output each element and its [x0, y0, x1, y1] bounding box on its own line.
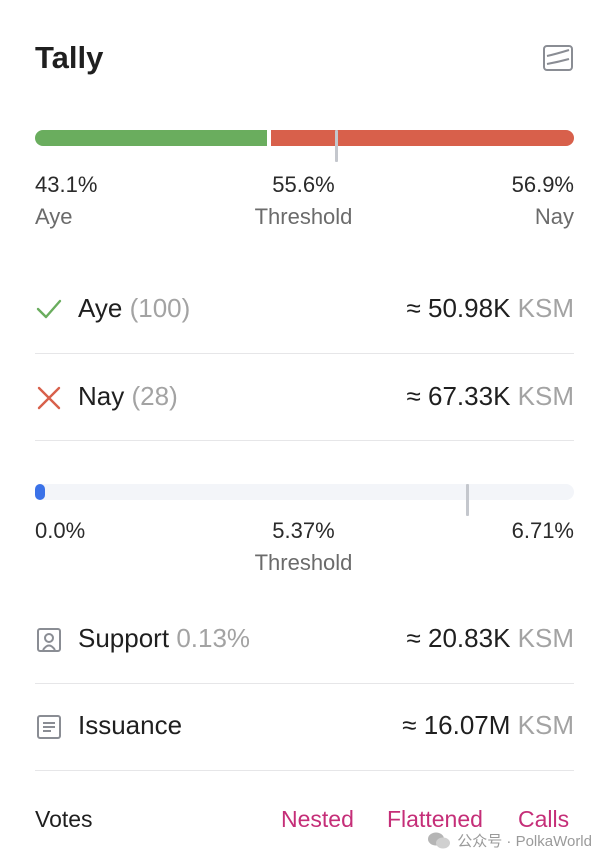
threshold-percentage: 55.6%	[272, 172, 335, 197]
approval-bar	[35, 130, 574, 162]
watermark: 公众号 · PolkaWorld	[427, 830, 592, 851]
divider	[35, 683, 574, 684]
aye-amount: ≈ 50.98K KSM	[407, 293, 574, 324]
x-icon	[35, 384, 63, 412]
issuance-amount: ≈ 16.07M KSM	[402, 710, 574, 741]
issuance-row-label: Issuance	[78, 710, 182, 741]
user-card-icon	[35, 626, 63, 654]
aye-bar-segment	[35, 130, 267, 146]
tab-calls[interactable]: Calls	[518, 806, 570, 832]
support-bar	[35, 484, 574, 516]
support-threshold-marker	[466, 484, 469, 516]
support-approx-value: ≈ 20.83K	[406, 623, 511, 653]
support-current-percentage: 0.0%	[35, 518, 86, 543]
nay-caption: Nay	[534, 204, 574, 229]
nay-bar-segment	[271, 130, 574, 146]
divider	[35, 353, 574, 354]
watermark-text: 公众号 · PolkaWorld	[457, 833, 592, 850]
nay-row-label: Nay (28)	[78, 381, 178, 412]
support-threshold-percentage: 5.37%	[272, 518, 335, 543]
tab-nested[interactable]: Nested	[281, 806, 354, 832]
aye-percentage: 43.1%	[35, 172, 98, 197]
nay-count: (28)	[131, 381, 178, 411]
nay-label: Nay	[78, 381, 125, 411]
threshold-marker	[335, 130, 338, 162]
support-bar-fill	[35, 484, 45, 500]
aye-caption: Aye	[35, 204, 73, 229]
nay-approx-value: ≈ 67.33K	[406, 381, 511, 411]
support-bar-track	[35, 484, 574, 500]
aye-unit: KSM	[517, 293, 574, 323]
votes-heading: Votes	[35, 806, 93, 832]
document-lines-icon	[35, 713, 63, 741]
wechat-icon	[427, 831, 451, 851]
nay-amount: ≈ 67.33K KSM	[407, 381, 574, 412]
support-amount: ≈ 20.83K KSM	[407, 623, 574, 654]
nay-unit: KSM	[517, 381, 574, 411]
support-unit: KSM	[517, 623, 574, 653]
support-row-label: Support 0.13%	[78, 623, 250, 654]
aye-label: Aye	[78, 293, 123, 323]
page-title: Tally	[35, 40, 104, 75]
support-max-percentage: 6.71%	[511, 518, 574, 543]
divider	[35, 440, 574, 441]
aye-approx-value: ≈ 50.98K	[406, 293, 511, 323]
tab-flattened[interactable]: Flattened	[387, 806, 483, 832]
support-threshold-caption: Threshold	[254, 550, 353, 575]
aye-row-label: Aye (100)	[78, 293, 190, 324]
line-chart-box-icon[interactable]	[542, 44, 574, 72]
support-percentage: 0.13%	[176, 623, 251, 653]
divider	[35, 770, 574, 771]
support-label: Support	[78, 623, 170, 653]
issuance-unit: KSM	[517, 710, 574, 740]
issuance-label: Issuance	[78, 710, 183, 740]
threshold-caption: Threshold	[254, 204, 353, 229]
check-icon	[35, 295, 63, 323]
aye-count: (100)	[129, 293, 191, 323]
issuance-approx-value: ≈ 16.07M	[402, 710, 511, 740]
nay-percentage: 56.9%	[511, 172, 574, 197]
